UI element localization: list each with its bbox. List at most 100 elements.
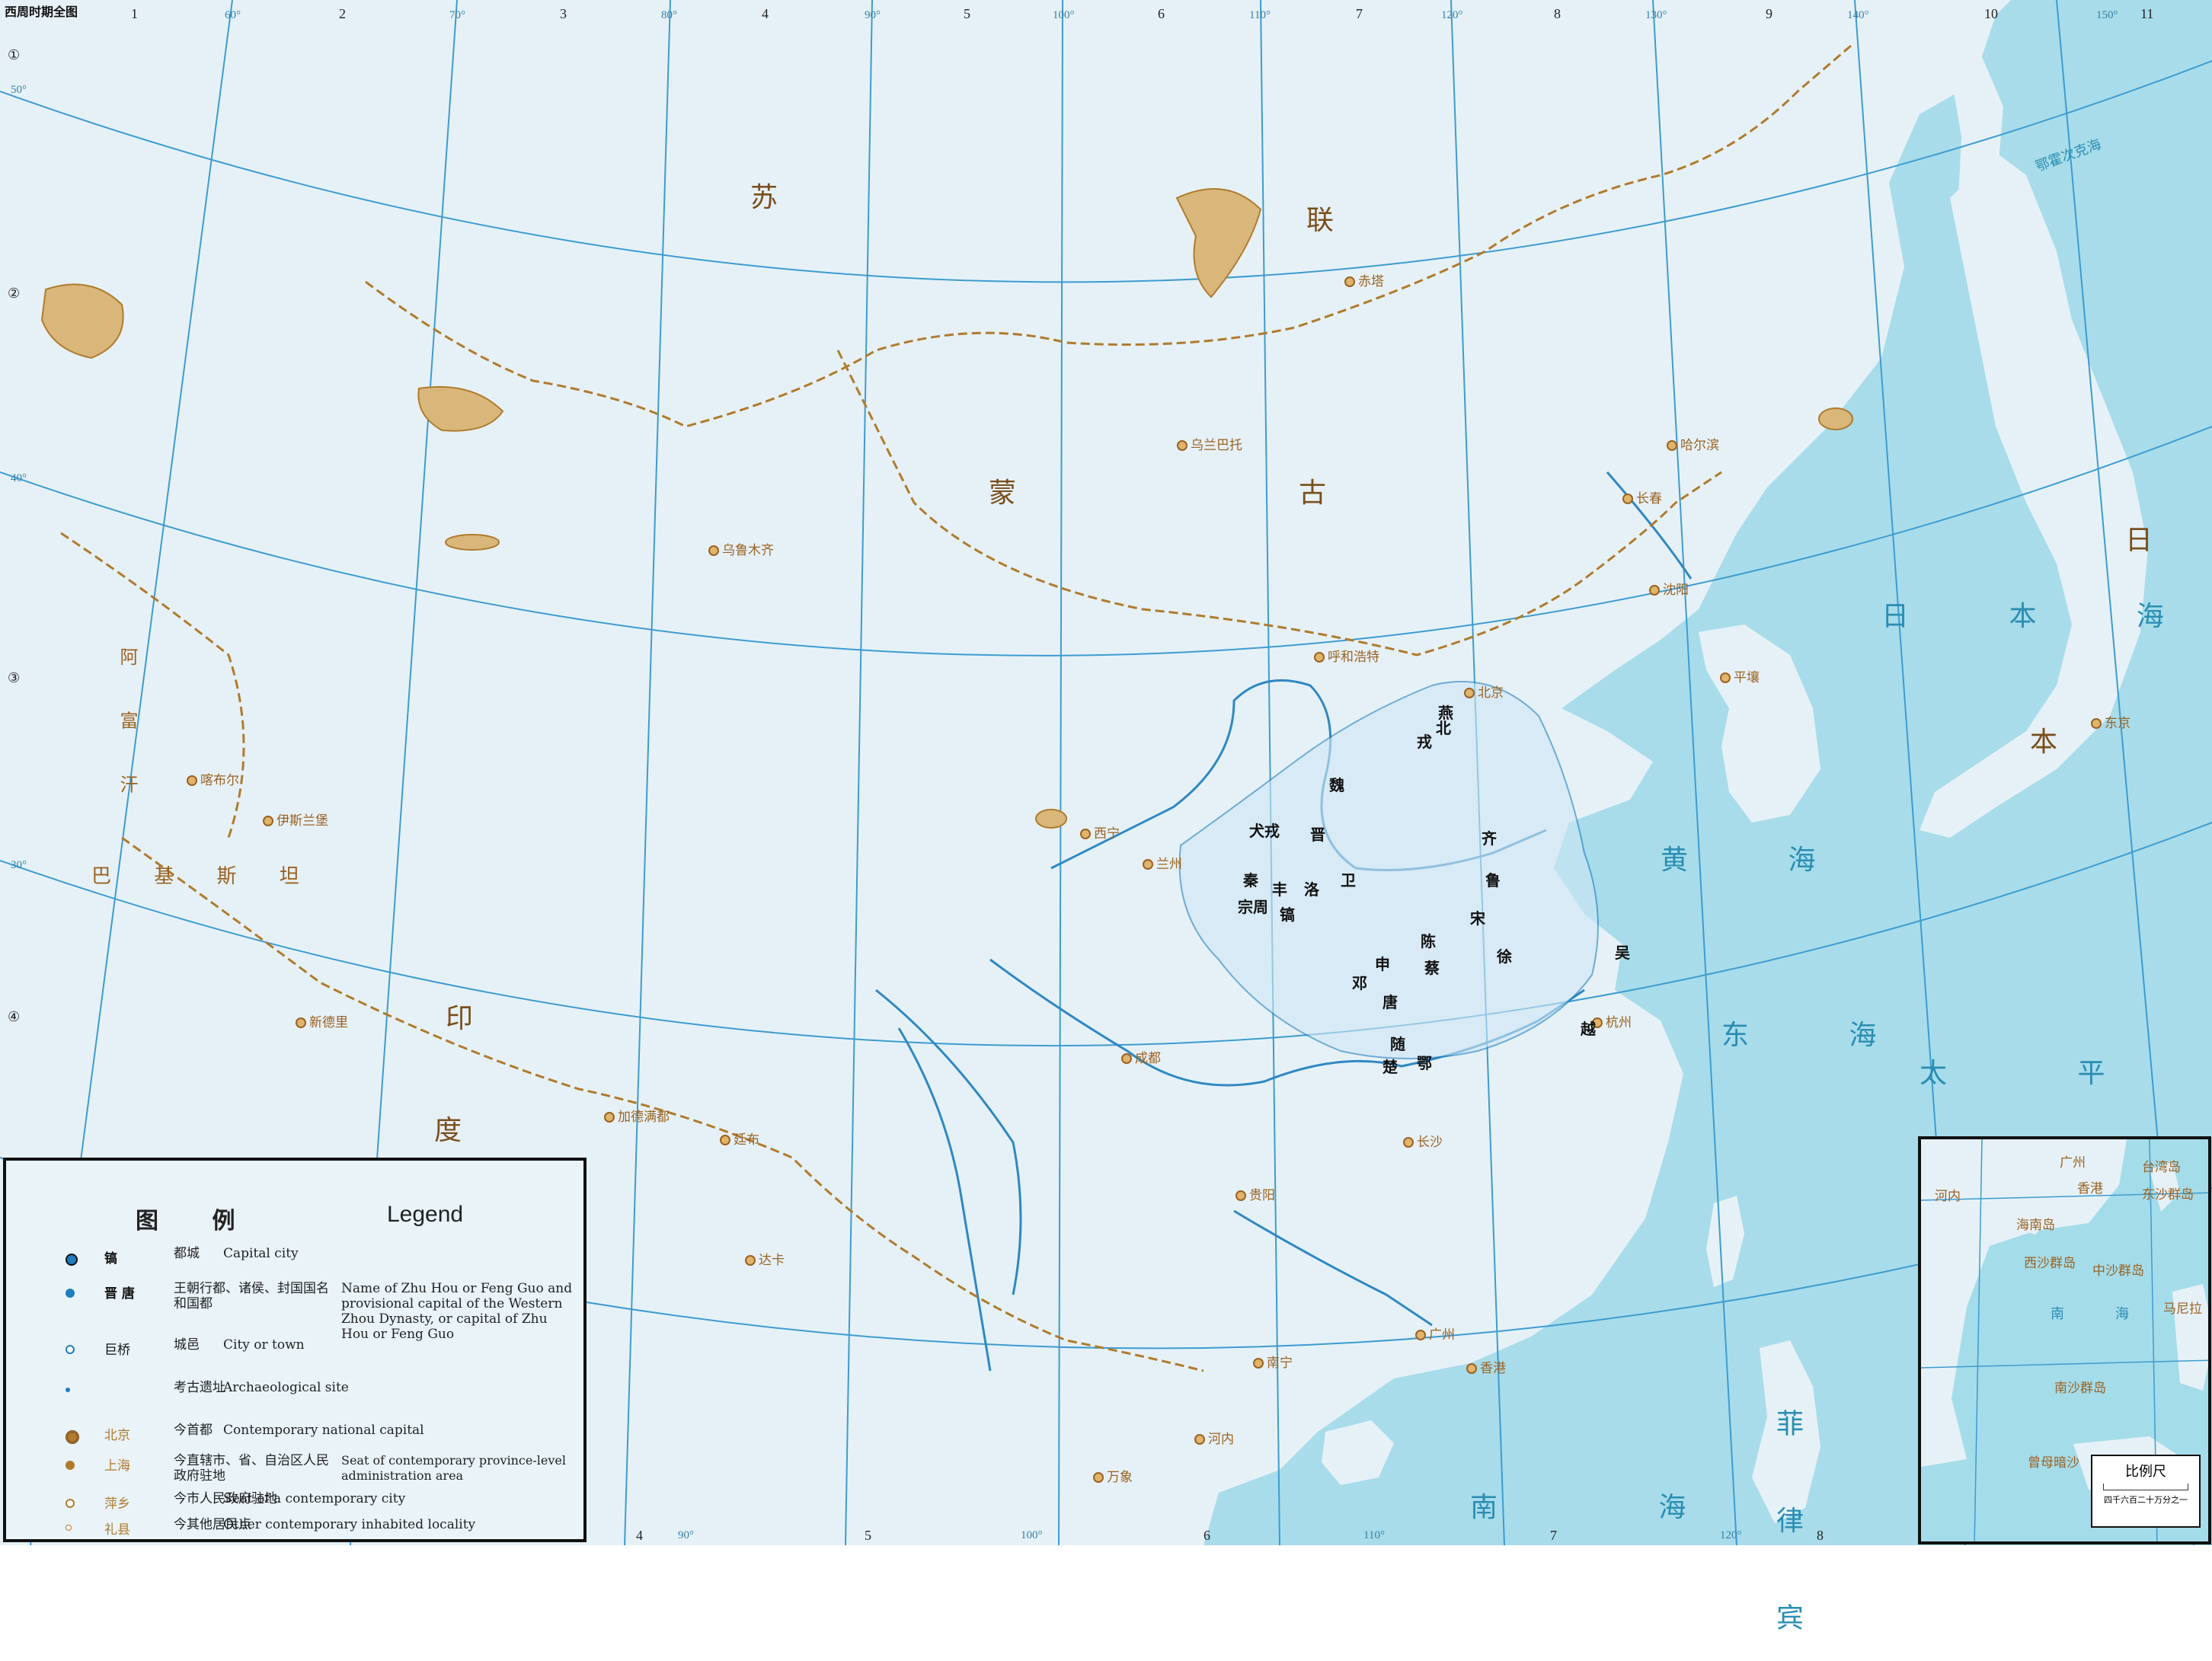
legend-row: 上海 今直辖市、省、自治区人民 政府驻地 Seat of contemporar… xyxy=(6,1453,583,1496)
inset-label: 中沙群岛 xyxy=(2092,1263,2144,1279)
city-label: 乌兰巴托 xyxy=(1177,434,1242,453)
longitude-label: 110° xyxy=(1249,9,1271,21)
legend-row: 巨桥 城邑 City or town xyxy=(6,1337,583,1380)
city-label: 香港 xyxy=(1466,1357,1506,1376)
inset-label: 曾母暗沙 xyxy=(2028,1455,2079,1471)
inset-label: 南沙群岛 xyxy=(2054,1381,2106,1396)
grid-number: 11 xyxy=(2140,6,2154,21)
city-marker-icon xyxy=(1080,829,1091,839)
grid-number-side: ② xyxy=(8,286,21,301)
city-label: 伊斯兰堡 xyxy=(263,810,328,829)
zhou-state-label: 北 xyxy=(1436,719,1451,737)
zhou-state-label: 丰 xyxy=(1272,880,1287,899)
longitude-label: 90° xyxy=(678,1529,694,1541)
region-label: 日 xyxy=(2125,525,2153,556)
zhou-state-label: 陈 xyxy=(1421,932,1436,950)
japan-islands xyxy=(1920,152,2148,838)
legend-text-cn: 城邑 xyxy=(174,1337,200,1353)
city-label: 南宁 xyxy=(1253,1352,1293,1371)
city-label: 乌鲁木齐 xyxy=(708,539,774,558)
grid-number: 8 xyxy=(1817,1528,1824,1543)
grid-number-side: ③ xyxy=(8,670,21,685)
zhou-state-label: 楚 xyxy=(1382,1058,1398,1076)
scale-title: 比例尺 xyxy=(2125,1464,2166,1480)
legend-panel: 图 例 Legend 镐 都城 Capital city 晋 唐 王朝行都、诸侯… xyxy=(3,1158,587,1542)
grid-number: 6 xyxy=(1203,1528,1210,1543)
grid-number: 5 xyxy=(865,1528,871,1543)
city-label: 东京 xyxy=(2091,712,2130,731)
grid-number: 6 xyxy=(1158,6,1165,21)
city-marker-icon xyxy=(1143,859,1153,870)
city-label: 成都 xyxy=(1121,1047,1161,1066)
legend-row: 考古遗址 Archaeological site xyxy=(6,1380,583,1423)
zhou-state-label: 邓 xyxy=(1352,974,1367,992)
legend-text-cn: 今市人民政府驻地 xyxy=(174,1491,277,1506)
grid-number: 1 xyxy=(131,6,138,21)
legend-symbol-label: 巨桥 xyxy=(104,1343,130,1358)
philippines xyxy=(1752,1340,1820,1523)
zhou-state-label: 随 xyxy=(1390,1035,1405,1053)
scale-bar xyxy=(2103,1484,2188,1490)
inset-label: 香港 xyxy=(2077,1181,2103,1196)
city-label: 杭州 xyxy=(1592,1011,1632,1030)
legend-symbol-label: 镐 xyxy=(104,1251,117,1267)
zhou-state-label: 宋 xyxy=(1470,909,1485,928)
legend-title-en: Legend xyxy=(387,1202,464,1227)
city-marker-icon xyxy=(604,1112,615,1123)
latitude-label: 50° xyxy=(11,84,27,96)
graticule xyxy=(0,0,2212,1545)
region-label: 阿 富 汗 xyxy=(117,647,138,813)
city-marker-icon xyxy=(1177,440,1188,451)
longitude-label: 60° xyxy=(225,9,241,21)
sea-label: 太 平 洋 xyxy=(1920,1058,2212,1089)
city-marker-icon xyxy=(1649,585,1660,596)
zhou-state-label: 鲁 xyxy=(1485,871,1501,890)
longitude-label: 80° xyxy=(661,9,677,21)
legend-text-cn: 考古遗址 xyxy=(174,1380,225,1395)
legend-text-cn: 今首都 xyxy=(174,1423,213,1438)
inset-label: 海南岛 xyxy=(2016,1218,2055,1233)
grid-number-side: ① xyxy=(8,47,21,62)
city-marker-icon xyxy=(1235,1190,1246,1201)
legend-text-en: Seat of a contemporary city xyxy=(223,1491,406,1506)
taiwan-island xyxy=(1706,1196,1744,1287)
city-label: 贵阳 xyxy=(1235,1184,1275,1203)
grid-number: 9 xyxy=(1766,6,1772,21)
city-label: 沈阳 xyxy=(1649,579,1689,598)
city-label: 达卡 xyxy=(745,1249,785,1268)
city-marker-icon xyxy=(1415,1330,1426,1340)
legend-text-en: Name of Zhu Hou or Feng Guo and provisio… xyxy=(341,1281,573,1342)
city-marker-icon xyxy=(1194,1434,1205,1445)
legend-text-cn: 今其他居民点 xyxy=(174,1517,251,1532)
grid-number: 10 xyxy=(1984,6,1998,21)
city-label: 万象 xyxy=(1093,1466,1133,1485)
sea-label: 黄 海 xyxy=(1661,845,1862,876)
legend-text-en: Capital city xyxy=(223,1246,299,1261)
zhou-state-label: 秦 xyxy=(1243,871,1258,890)
city-marker-icon xyxy=(1314,652,1325,663)
sea-label: 东 海 xyxy=(1721,1020,1923,1051)
legend-symbol-label: 礼县 xyxy=(104,1522,130,1538)
city-label: 长春 xyxy=(1622,487,1662,506)
scale-box: 比例尺 四千六百二十万分之一 xyxy=(2091,1455,2201,1528)
zhou-state-label: 犬戎 xyxy=(1249,822,1280,840)
region-label: 本 xyxy=(2030,727,2058,758)
city-marker-icon xyxy=(1344,276,1355,287)
zhou-state-label: 蔡 xyxy=(1424,959,1440,977)
legend-text-en: Seat of contemporary province-level admi… xyxy=(341,1453,566,1483)
longitude-label: 90° xyxy=(865,9,881,21)
region-label: 联 xyxy=(1306,205,1335,236)
scale-text: 四千六百二十万分之一 xyxy=(2104,1495,2188,1505)
city-marker-icon xyxy=(1093,1472,1104,1483)
city-marker-icon xyxy=(1622,494,1633,504)
longitude-label: 130° xyxy=(1645,9,1667,21)
zhou-state-label: 宗周 xyxy=(1238,898,1268,916)
region-label: 苏 xyxy=(750,182,778,213)
legend-text-cn: 王朝行都、诸侯、封国国名 和国都 xyxy=(174,1281,329,1311)
legend-row: 萍乡 今市人民政府驻地 Seat of a contemporary city xyxy=(6,1491,583,1534)
zhou-state-label: 徐 xyxy=(1497,947,1512,966)
city-marker-icon xyxy=(2091,718,2102,729)
zhou-state-label: 洛 xyxy=(1304,880,1319,899)
city-label: 喀布尔 xyxy=(187,769,239,788)
city-label: 呼和浩特 xyxy=(1314,646,1379,665)
